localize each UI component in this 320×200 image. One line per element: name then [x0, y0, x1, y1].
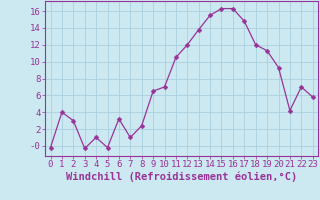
X-axis label: Windchill (Refroidissement éolien,°C): Windchill (Refroidissement éolien,°C)	[66, 172, 297, 182]
